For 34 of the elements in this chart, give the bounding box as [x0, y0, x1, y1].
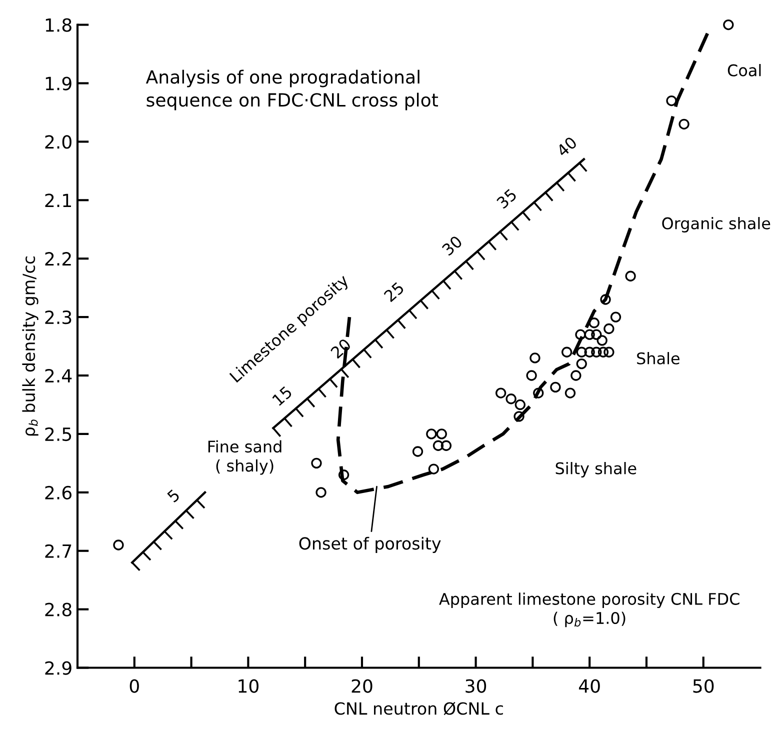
annotation: 40 [556, 136, 578, 158]
y-tick-label: 2.8 [45, 602, 72, 616]
annotation: Onset of porosity [299, 536, 441, 553]
y-tick-label: 2.4 [45, 368, 72, 382]
x-tick-label: 30 [466, 679, 486, 693]
y-tick-label: 2.7 [45, 544, 72, 558]
annotation: 15 [272, 386, 293, 406]
y-tick-label: 2.2 [45, 252, 71, 266]
annotation: Apparent limestone porosity CNL FDC ( ρ$_{b}$=1.0) [439, 592, 740, 628]
y-axis-title: ρ$_{b}$ bulk density gm/cc [22, 256, 38, 436]
annotation: 30 [441, 234, 463, 256]
annotation: Coal [728, 64, 761, 76]
y-tick-label: 2.0 [45, 135, 72, 149]
y-tick-label: 2.3 [45, 310, 72, 324]
y-tick-label: 2.6 [45, 486, 72, 500]
annotation: Organic shale [662, 217, 770, 232]
annotation: Silty shale [556, 462, 636, 478]
x-axis-title: CNL neutron ØCNL c [334, 702, 503, 716]
annotation: Shale [637, 352, 680, 364]
y-tick-label: 2.1 [45, 194, 71, 208]
annotation: 35 [496, 188, 518, 210]
x-tick-label: 50 [693, 679, 714, 693]
y-tick-label: 2.5 [45, 427, 72, 442]
annotation: Fine sand ( shaly) [208, 440, 282, 475]
x-tick-label: 40 [578, 679, 600, 693]
x-tick-label: 20 [352, 679, 372, 693]
x-tick-label: 10 [238, 679, 258, 693]
text: Analysis of one progradational sequence on FDC·CNL cross plot [146, 70, 438, 110]
x-tick-label: 0 [130, 679, 139, 693]
y-tick-label: 1.9 [46, 76, 72, 90]
y-tick-label: 1.8 [46, 18, 72, 32]
annotation: 5 [166, 488, 180, 503]
annotation: 25 [383, 282, 405, 302]
y-tick-label: 2.9 [45, 661, 72, 675]
